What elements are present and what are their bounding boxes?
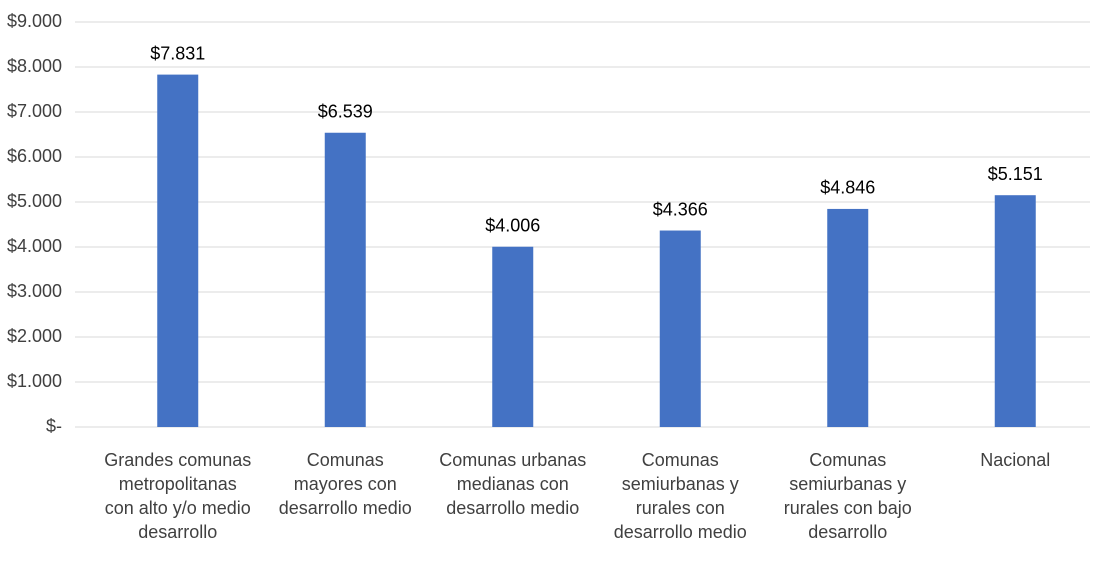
bar	[157, 74, 199, 427]
y-tick-label: $-	[46, 416, 62, 436]
y-tick-label: $2.000	[7, 326, 62, 346]
x-tick-label: Nacional	[980, 450, 1051, 470]
value-label: $4.366	[653, 199, 708, 219]
x-tick-label: Comunas semiurbanas y rurales con desarr…	[613, 450, 747, 542]
y-tick-label: $9.000	[7, 11, 62, 31]
bar	[994, 195, 1036, 427]
y-tick-label: $4.000	[7, 236, 62, 256]
value-label: $4.846	[820, 178, 875, 198]
bar	[324, 132, 366, 427]
y-tick-label: $7.000	[7, 101, 62, 121]
bar	[827, 208, 869, 427]
value-label: $6.539	[318, 101, 373, 121]
value-label: $7.831	[150, 43, 205, 63]
x-tick-label: Grandes comunas metropolitanas con alto …	[104, 450, 252, 542]
x-tick-label: Comunas urbanas medianas con desarrollo …	[439, 450, 587, 518]
value-label: $5.151	[988, 164, 1043, 184]
bar	[659, 230, 701, 427]
value-label: $4.006	[485, 215, 540, 235]
y-tick-label: $5.000	[7, 191, 62, 211]
x-tick-label: Comunas mayores con desarrollo medio	[278, 450, 412, 518]
y-tick-label: $8.000	[7, 56, 62, 76]
y-tick-label: $1.000	[7, 371, 62, 391]
bar	[492, 246, 534, 427]
y-tick-label: $3.000	[7, 281, 62, 301]
x-tick-label: Comunas semiurbanas y rurales con bajo d…	[783, 450, 912, 542]
y-tick-label: $6.000	[7, 146, 62, 166]
